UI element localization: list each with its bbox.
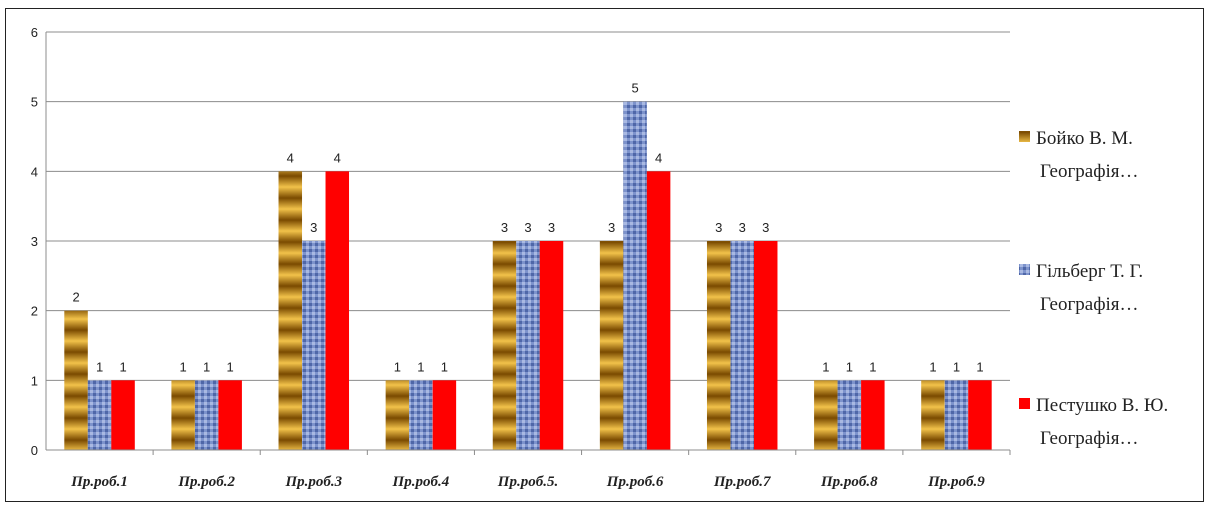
data-label: 1	[953, 359, 960, 374]
data-label: 1	[96, 359, 103, 374]
data-label: 1	[929, 359, 936, 374]
data-label: 3	[310, 220, 317, 235]
bar	[944, 380, 969, 450]
legend-label: Географія…	[1040, 428, 1139, 449]
data-label: 3	[608, 220, 615, 235]
legend-label: Бойко В. М.	[1036, 128, 1133, 149]
x-tick-label: Пр.роб.7	[713, 474, 771, 490]
y-tick-label: 6	[31, 25, 38, 40]
bar	[706, 241, 731, 450]
data-label: 1	[976, 359, 983, 374]
bar	[111, 380, 135, 450]
bar	[171, 380, 195, 450]
bar	[599, 241, 624, 450]
x-tick-label: Пр.роб.2	[177, 474, 235, 490]
bar	[194, 380, 219, 450]
bar	[539, 241, 564, 450]
data-labels: 2 1 1 1 1 1 4 3 4 1 1 1 3 3 3 3 5 4 3 3 3 1 1 1 1 1 1	[72, 81, 983, 375]
y-tick-label: 2	[31, 304, 38, 319]
data-label: 1	[180, 359, 187, 374]
data-label: 3	[501, 220, 508, 235]
data-label: 3	[762, 220, 769, 235]
bar	[302, 241, 326, 450]
bar	[278, 171, 303, 451]
bars	[64, 101, 992, 451]
bar	[753, 241, 778, 450]
bar	[218, 380, 242, 450]
data-label: 1	[869, 359, 876, 374]
data-label: 5	[631, 81, 638, 96]
x-tick-label: Пр.роб.1	[70, 474, 128, 490]
legend-label: Гільберг Т. Г.	[1036, 261, 1143, 282]
data-label: 1	[441, 359, 448, 374]
bar	[861, 380, 885, 450]
data-label: 1	[394, 359, 401, 374]
data-label: 1	[417, 359, 424, 374]
y-axis: 0 1 2 3 4 5 6	[31, 25, 47, 458]
bar	[492, 241, 517, 450]
bar	[646, 171, 671, 451]
bar	[516, 241, 540, 450]
x-axis: Пр.роб.1 Пр.роб.2 Пр.роб.3 Пр.роб.4 Пр.роб.5…	[46, 449, 1011, 490]
bar	[325, 171, 350, 451]
data-label: 1	[227, 359, 234, 374]
data-label: 1	[846, 359, 853, 374]
legend-label: Географія…	[1040, 294, 1139, 315]
data-label: 4	[334, 150, 341, 165]
y-tick-label: 3	[31, 234, 38, 249]
bar	[814, 380, 838, 450]
legend: Бойко В. М. Географія… Гільберг Т. Г. Геогр…	[1019, 128, 1168, 449]
y-tick-label: 5	[31, 95, 38, 110]
data-label: 1	[822, 359, 829, 374]
data-label: 4	[655, 150, 662, 165]
data-label: 2	[72, 290, 79, 305]
data-label: 4	[287, 150, 294, 165]
data-label: 3	[715, 220, 722, 235]
legend-swatch	[1019, 131, 1030, 142]
y-tick-label: 4	[31, 164, 38, 179]
x-tick-label: Пр.роб.8	[820, 474, 878, 490]
data-label: 3	[548, 220, 555, 235]
bar	[837, 380, 862, 450]
bar	[921, 380, 945, 450]
y-tick-label: 1	[31, 373, 38, 388]
bar	[409, 380, 433, 450]
x-tick-label: Пр.роб.9	[927, 474, 985, 490]
x-tick-label: Пр.роб.6	[606, 474, 664, 490]
bar	[623, 101, 647, 451]
bar	[87, 380, 112, 450]
bar	[432, 380, 457, 450]
x-tick-label: Пр.роб.4	[392, 474, 450, 490]
legend-swatch	[1019, 398, 1030, 409]
x-tick-label: Пр.роб.3	[284, 474, 342, 490]
legend-label: Географія…	[1040, 161, 1139, 182]
data-label: 3	[739, 220, 746, 235]
data-label: 1	[119, 359, 126, 374]
bar	[968, 380, 992, 450]
legend-swatch	[1019, 264, 1030, 275]
legend-label: Пестушко В. Ю.	[1036, 395, 1168, 416]
bar	[64, 310, 88, 450]
data-label: 3	[524, 220, 531, 235]
bar	[385, 380, 410, 450]
bar	[730, 241, 754, 450]
y-tick-label: 0	[31, 443, 38, 458]
x-tick-label: Пр.роб.5.	[497, 474, 558, 490]
data-label: 1	[203, 359, 210, 374]
